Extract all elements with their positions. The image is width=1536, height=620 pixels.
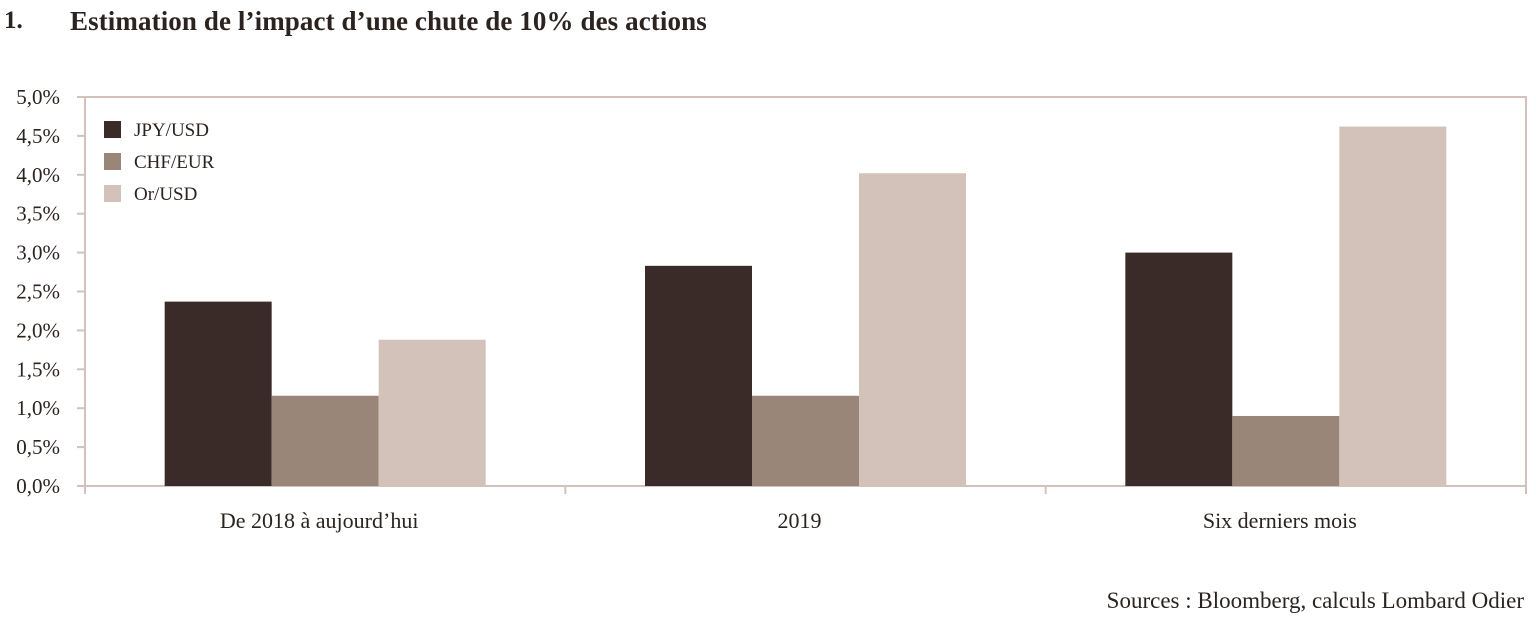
bar-chart: 0,0% 0,5% 1,0% 1,5% 2,0% 2,5% 3,0% 3,5% 4,0% 4,5%… xyxy=(16,85,1527,533)
chart-title-row: 1. Estimation de l’impact d’une chute de… xyxy=(4,4,707,38)
x-category-label: 2019 xyxy=(778,508,822,533)
bar xyxy=(1232,415,1340,486)
source-note: Sources : Bloomberg, calculs Lombard Odi… xyxy=(1106,588,1524,613)
legend-label: Or/USD xyxy=(134,184,197,205)
chart-title: Estimation de l’impact d’une chute de 10… xyxy=(70,5,707,36)
y-tick-label: 5,0% xyxy=(16,85,60,109)
y-tick-label: 1,5% xyxy=(16,357,60,381)
legend-swatch xyxy=(104,121,121,138)
x-category-label: Six derniers mois xyxy=(1203,508,1357,533)
y-tick-label: 4,5% xyxy=(16,124,60,148)
x-category-label: De 2018 à aujourd’hui xyxy=(220,508,419,533)
bar xyxy=(164,301,272,486)
legend-swatch xyxy=(104,185,121,202)
bar xyxy=(271,395,379,486)
y-tick-label: 1,0% xyxy=(16,396,60,420)
y-tick-label: 2,5% xyxy=(16,280,60,304)
bars xyxy=(164,126,1447,487)
y-tick-label: 0,0% xyxy=(16,474,60,498)
bar xyxy=(645,265,752,486)
y-axis: 0,0% 0,5% 1,0% 1,5% 2,0% 2,5% 3,0% 3,5% 4,0% 4,5%… xyxy=(16,85,85,498)
chart-number: 1. xyxy=(4,7,23,34)
bar xyxy=(859,173,966,486)
bar xyxy=(378,339,486,486)
legend-label: JPY/USD xyxy=(134,120,209,141)
bar xyxy=(1339,126,1447,487)
y-tick-label: 2,0% xyxy=(16,318,60,342)
legend-label: CHF/EUR xyxy=(134,152,215,173)
y-tick-label: 4,0% xyxy=(16,163,60,187)
bar xyxy=(752,395,859,486)
bar xyxy=(1125,252,1233,486)
y-tick-label: 3,5% xyxy=(16,202,60,226)
y-tick-label: 3,0% xyxy=(16,241,60,265)
x-axis: De 2018 à aujourd’hui 2019 Six derniers mo… xyxy=(84,486,1527,533)
legend: JPY/USD CHF/EUR Or/USD xyxy=(104,120,215,205)
legend-swatch xyxy=(104,153,121,170)
y-tick-label: 0,5% xyxy=(16,435,60,459)
